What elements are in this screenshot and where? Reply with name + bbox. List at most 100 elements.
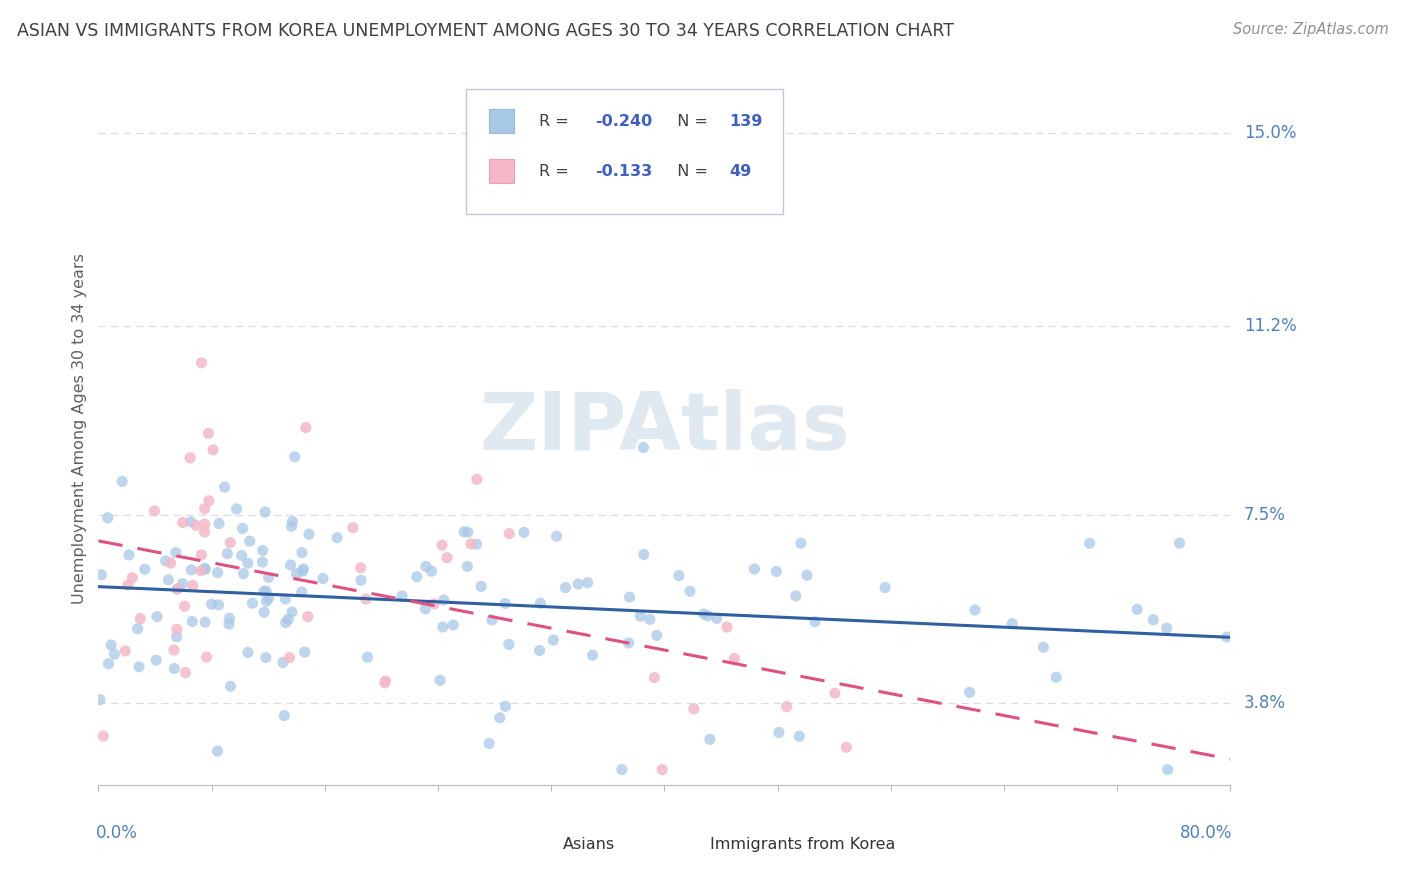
Point [145, 653, 167, 667]
Text: 7.5%: 7.5% [1244, 506, 1285, 524]
Point [699, 732, 721, 747]
Text: 139: 139 [728, 114, 762, 128]
Point [90, 567, 112, 582]
Point [194, 501, 217, 516]
Point [633, 441, 655, 455]
Point [195, 650, 218, 665]
Text: Asians: Asians [562, 837, 614, 852]
Point [796, 568, 818, 582]
Point [465, 472, 488, 486]
Point [470, 579, 492, 593]
Point [155, 554, 177, 568]
Point [280, 558, 302, 572]
Point [436, 550, 458, 565]
Point [252, 555, 274, 569]
Text: N =: N = [666, 114, 713, 128]
Point [202, 442, 225, 457]
Point [198, 493, 221, 508]
Point [143, 504, 166, 518]
Point [257, 591, 280, 606]
Point [610, 763, 633, 777]
Point [295, 420, 318, 434]
Point [190, 356, 212, 370]
Point [157, 573, 180, 587]
Point [285, 566, 308, 581]
Text: Immigrants from Korea: Immigrants from Korea [710, 837, 896, 852]
Point [429, 673, 451, 688]
Point [405, 570, 427, 584]
Point [274, 615, 297, 630]
Point [513, 525, 536, 540]
Point [284, 450, 307, 464]
Point [1168, 536, 1191, 550]
Text: 3.8%: 3.8% [1244, 694, 1286, 713]
Point [1078, 536, 1101, 550]
Point [111, 475, 134, 489]
Point [207, 744, 229, 758]
Point [166, 582, 188, 596]
Point [1045, 670, 1067, 684]
Point [134, 562, 156, 576]
Point [180, 563, 202, 577]
FancyBboxPatch shape [489, 109, 513, 134]
Text: 80.0%: 80.0% [1180, 824, 1233, 842]
Point [291, 546, 314, 560]
Point [1142, 613, 1164, 627]
Point [97, 657, 120, 671]
Point [190, 548, 212, 562]
Text: N =: N = [666, 164, 713, 178]
Point [415, 602, 437, 616]
Point [207, 566, 229, 580]
Point [214, 480, 236, 494]
Point [165, 545, 187, 559]
Point [576, 575, 599, 590]
Point [959, 685, 981, 699]
Point [465, 537, 488, 551]
Point [181, 615, 204, 629]
Point [415, 559, 437, 574]
Point [291, 564, 314, 578]
Point [253, 584, 276, 599]
Point [374, 676, 396, 690]
Text: R =: R = [538, 164, 574, 178]
Point [194, 561, 217, 575]
Point [643, 671, 665, 685]
Point [457, 525, 479, 540]
Point [706, 611, 728, 625]
Point [581, 648, 603, 663]
Point [218, 617, 240, 632]
Point [257, 570, 280, 584]
Point [696, 608, 718, 623]
Point [253, 605, 276, 619]
Point [350, 574, 373, 588]
Point [194, 517, 217, 532]
Point [651, 763, 673, 777]
Point [129, 612, 152, 626]
Point [495, 699, 517, 714]
Point [633, 548, 655, 562]
Point [804, 615, 827, 629]
Point [254, 584, 277, 599]
Point [114, 644, 136, 658]
Point [645, 628, 668, 642]
Point [326, 531, 349, 545]
Point [554, 581, 576, 595]
Point [173, 599, 195, 614]
FancyBboxPatch shape [526, 834, 555, 860]
Point [254, 505, 277, 519]
Point [529, 643, 551, 657]
FancyBboxPatch shape [489, 159, 513, 184]
Point [617, 636, 640, 650]
Point [1126, 602, 1149, 616]
Point [231, 521, 253, 535]
Point [312, 572, 335, 586]
Point [494, 596, 516, 610]
Point [236, 645, 259, 659]
Point [433, 593, 456, 607]
Point [775, 699, 797, 714]
Point [118, 548, 141, 562]
Point [488, 711, 510, 725]
Point [481, 613, 503, 627]
Point [619, 590, 641, 604]
Point [273, 708, 295, 723]
